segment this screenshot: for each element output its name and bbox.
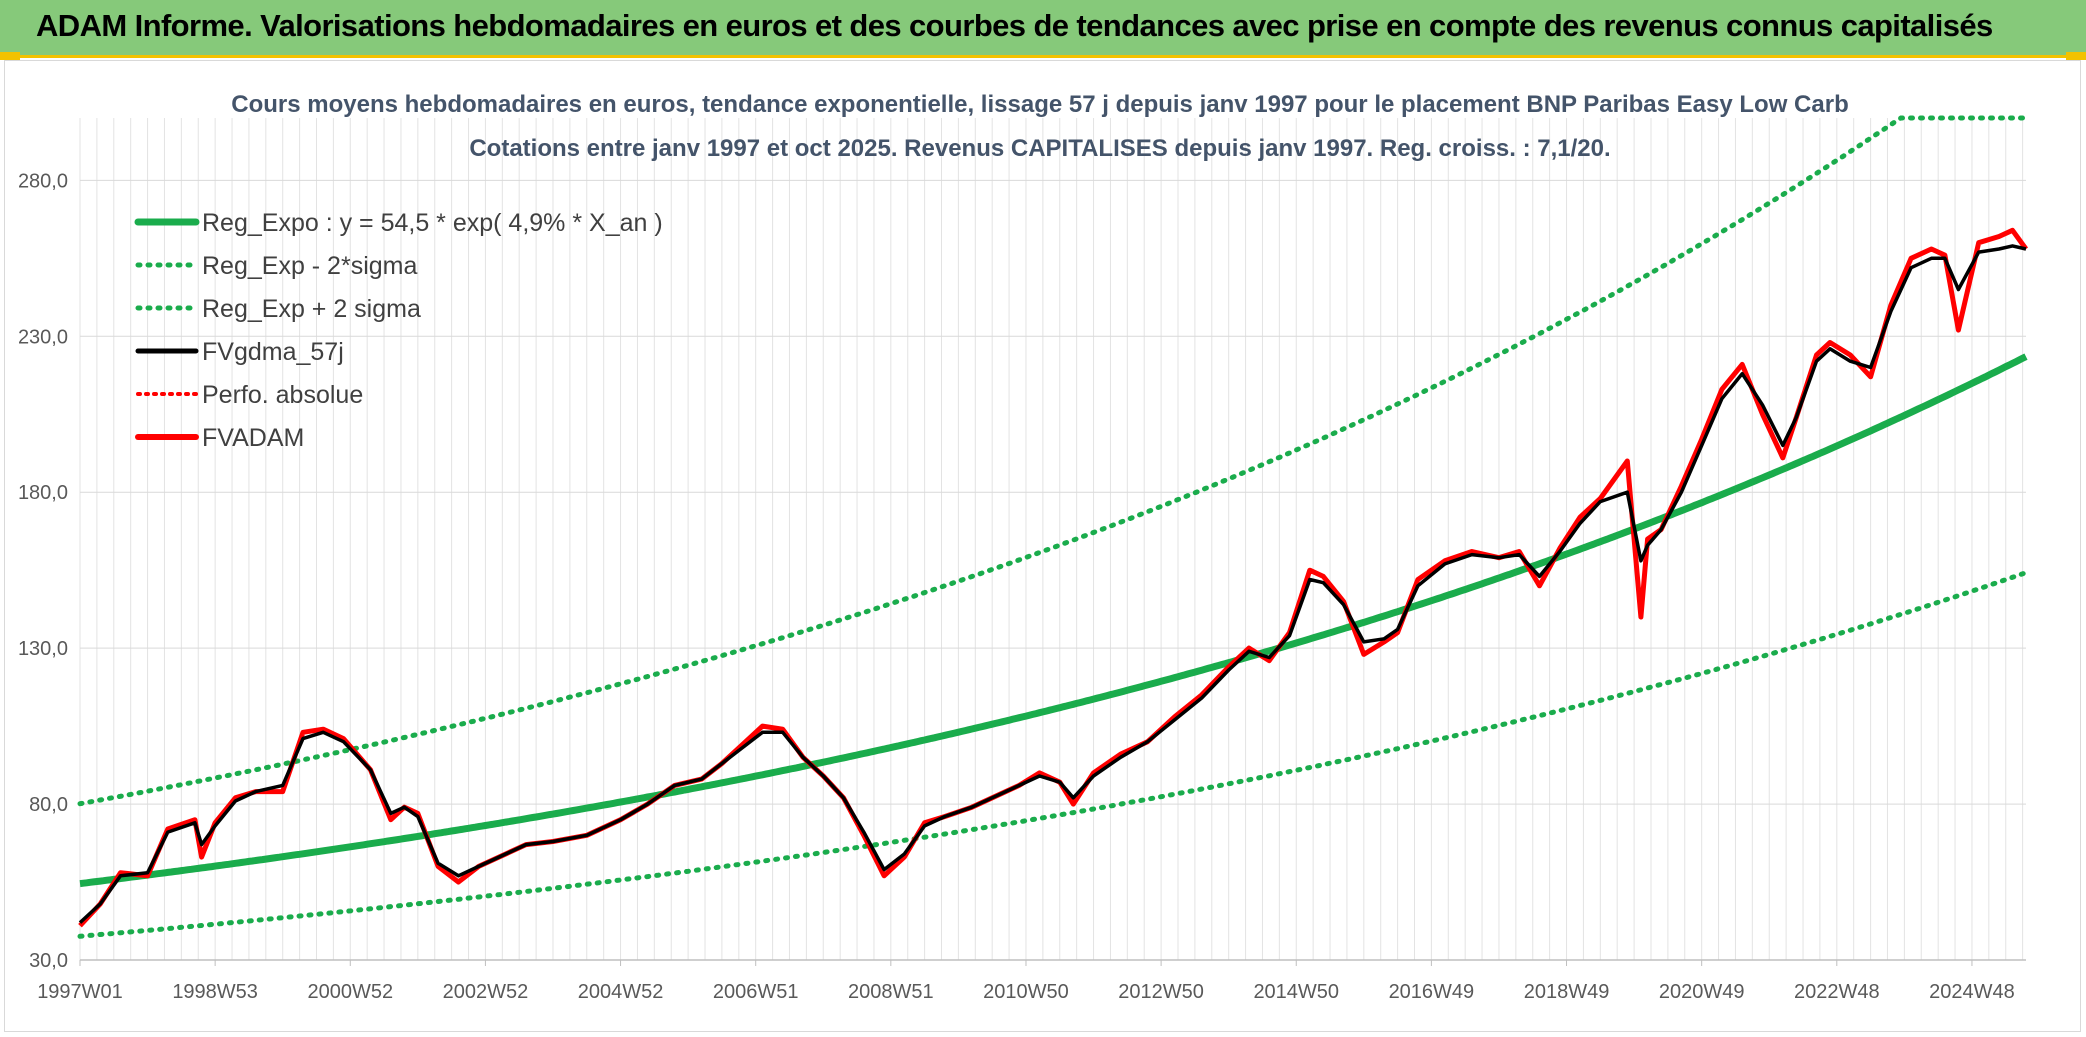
legend-label: Reg_Exp + 2 sigma <box>202 295 421 323</box>
chart-axes: 30,0 80,0 130,0 180,0 230,0 280,0 1997W01 1998W… <box>18 170 2026 1003</box>
series-fvadam <box>78 227 2029 928</box>
x-tick-label: 2018W49 <box>1524 981 1610 1003</box>
y-tick-label: 30,0 <box>29 950 68 972</box>
y-tick-label: 80,0 <box>29 794 68 816</box>
series-reg-expo <box>79 353 2028 888</box>
x-tick-label: 2014W50 <box>1253 981 1339 1003</box>
series-reg-exp-minus-2sigma <box>77 570 2029 939</box>
corner-mark-left <box>0 52 20 60</box>
x-tick-label: 2004W52 <box>578 981 664 1003</box>
chart-frame <box>4 60 2081 1032</box>
y-tick-label: 280,0 <box>18 170 68 192</box>
y-tick-label: 230,0 <box>18 326 68 348</box>
series-reg-exp-plus-2sigma <box>77 115 2029 807</box>
chart-series <box>77 115 2029 939</box>
chart-title: Cours moyens hebdomadaires en euros, ten… <box>231 91 1848 118</box>
chart-gridlines <box>79 118 2026 961</box>
legend-label: Reg_Expo : y = 54,5 * exp( 4,9% * X_an ) <box>202 209 663 237</box>
x-tick-label: 2008W51 <box>848 981 934 1003</box>
chart-subtitle: Cotations entre janv 1997 et oct 2025. R… <box>469 135 1610 162</box>
page-title: ADAM Informe. Valorisations hebdomadaire… <box>36 8 1993 43</box>
y-tick-label: 130,0 <box>18 638 68 660</box>
legend-label: FVADAM <box>202 424 304 452</box>
x-tick-label: 2010W50 <box>983 981 1069 1003</box>
legend-label: Perfo. absolue <box>202 381 363 409</box>
x-tick-label: 2022W48 <box>1794 981 1880 1003</box>
x-tick-label: 1997W01 <box>37 981 123 1003</box>
series-fvgdma-57j <box>78 244 2027 924</box>
x-tick-label: 2006W51 <box>713 981 799 1003</box>
legend-label: Reg_Exp - 2*sigma <box>202 252 417 280</box>
x-tick-label: 2002W52 <box>443 981 529 1003</box>
x-tick-label: 2000W52 <box>307 981 393 1003</box>
x-tick-label: 2016W49 <box>1389 981 1475 1003</box>
x-tick-label: 2020W49 <box>1659 981 1745 1003</box>
header-banner: ADAM Informe. Valorisations hebdomadaire… <box>0 0 2086 58</box>
legend-label: FVgdma_57j <box>202 338 344 366</box>
x-tick-label: 1998W53 <box>172 981 258 1003</box>
corner-mark-right <box>2066 52 2086 60</box>
x-tick-label: 2012W50 <box>1118 981 1204 1003</box>
chart-legend: Reg_Expo : y = 54,5 * exp( 4,9% * X_an )… <box>134 209 663 452</box>
x-tick-label: 2024W48 <box>1929 981 2015 1003</box>
y-tick-label: 180,0 <box>18 482 68 504</box>
